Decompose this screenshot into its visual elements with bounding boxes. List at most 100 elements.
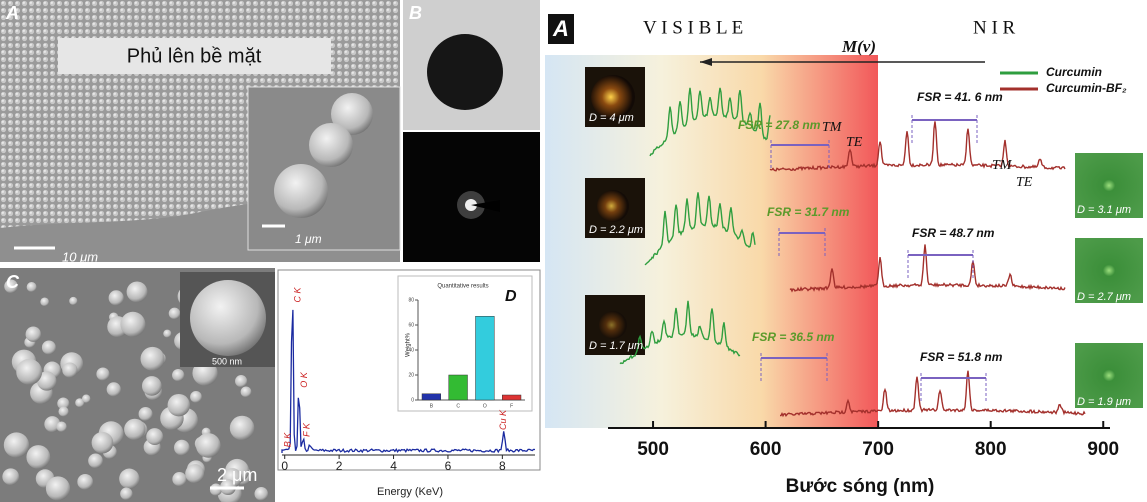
panel-label: D: [505, 288, 517, 305]
panel-label: B: [409, 3, 422, 23]
sphere: [56, 422, 66, 432]
diameter-label: D = 1.7 μm: [589, 340, 643, 352]
inset-title: Quantitative results: [437, 284, 488, 290]
mode-label: TE: [1016, 175, 1033, 190]
inset-y-tick-label: 80: [408, 297, 414, 303]
fsr-label: FSR = 51.8 nm: [920, 350, 1003, 364]
sphere: [146, 428, 163, 445]
x-axis-label: Bước sóng (nm): [786, 476, 935, 497]
sphere: [119, 469, 139, 489]
x-tick-label: 900: [1087, 439, 1119, 460]
panel-label: C: [6, 272, 20, 292]
sphere: [77, 474, 93, 490]
sphere: [124, 419, 145, 440]
sphere: [172, 369, 184, 381]
inset-category: F: [510, 403, 513, 409]
inset-y-tick-label: 60: [408, 322, 414, 328]
panel-label: A: [552, 16, 569, 41]
x-tick-label: 8: [499, 459, 506, 473]
inset-bar: [422, 394, 441, 400]
diameter-label: D = 1.9 μm: [1077, 396, 1131, 408]
sphere: [172, 472, 186, 486]
sphere: [82, 395, 90, 403]
panel-label: A: [5, 3, 19, 23]
x-tick-label: 4: [390, 459, 397, 473]
sphere: [141, 347, 165, 371]
mode-label: TE: [846, 135, 863, 150]
sphere: [120, 312, 145, 337]
sphere: [169, 308, 181, 320]
inset-bar: [502, 395, 521, 400]
inset-y-tick-label: 0: [411, 397, 414, 403]
sphere: [109, 290, 124, 305]
sphere: [2, 468, 19, 485]
sphere: [235, 375, 247, 387]
sphere: [168, 394, 190, 416]
legend-label: Curcumin-BF₂: [1046, 81, 1127, 95]
x-tick-label: 800: [975, 439, 1007, 460]
sphere: [69, 297, 77, 305]
sphere: [62, 362, 77, 377]
legend-label: Curcumin: [1046, 65, 1102, 79]
diameter-label: D = 2.2 μm: [589, 224, 643, 236]
peak-label: C K: [293, 287, 303, 303]
sphere: [139, 407, 153, 421]
peak-label: O K: [299, 371, 309, 388]
sphere: [196, 433, 221, 458]
figure: A B C Phủ lên bề mặt 1 μm 10 μm 500 nm 2…: [0, 0, 1147, 502]
sphere: [127, 281, 148, 302]
arrow-label: M(v): [841, 37, 876, 56]
images: [0, 0, 1143, 502]
fsr-label: FSR = 36.5 nm: [752, 330, 835, 344]
sphere: [230, 416, 254, 440]
sphere: [142, 376, 162, 396]
diameter-label: D = 3.1 μm: [1077, 204, 1131, 216]
sphere: [210, 484, 222, 496]
sphere: [46, 476, 70, 500]
sphere: [190, 391, 202, 403]
inset-y-tick-label: 20: [408, 372, 414, 378]
sphere: [88, 453, 103, 468]
x-tick-label: 600: [750, 439, 782, 460]
x-axis-label: Energy (KeV): [377, 486, 443, 498]
mode-label: TM: [822, 120, 843, 135]
region-label: N I R: [973, 17, 1016, 38]
x-tick-label: 6: [445, 459, 452, 473]
fsr-label: FSR = 48.7 nm: [912, 226, 995, 240]
peak-label: B K: [282, 432, 292, 448]
x-tick-label: 0: [281, 459, 288, 473]
sphere: [96, 367, 109, 380]
mode-label: TM: [992, 158, 1013, 173]
inset-category: O: [483, 403, 487, 409]
x-tick-label: 500: [637, 439, 669, 460]
sphere: [163, 330, 171, 338]
x-tick-label: 700: [862, 439, 894, 460]
inset-category: C: [456, 403, 460, 409]
sphere: [92, 432, 114, 454]
sphere: [26, 326, 41, 341]
scale-bar-label: 10 μm: [62, 249, 98, 264]
inset-bar: [449, 375, 468, 400]
sphere: [40, 298, 49, 307]
inset-bar: [476, 316, 495, 400]
diameter-label: D = 2.7 μm: [1077, 291, 1131, 303]
scale-bar-label: 500 nm: [212, 356, 242, 366]
fsr-label: FSR = 31.7 nm: [767, 205, 850, 219]
peak-label: F K: [302, 422, 312, 437]
caption: Phủ lên bề mặt: [127, 45, 262, 67]
sphere: [26, 445, 50, 469]
scale-bar-label: 1 μm: [295, 232, 322, 246]
diameter-label: D = 4 μm: [589, 112, 634, 124]
sphere: [174, 440, 190, 456]
sphere: [241, 386, 252, 397]
x-tick-label: 2: [336, 459, 343, 473]
region-label: V I S I B L E: [643, 17, 743, 38]
sphere: [107, 382, 121, 396]
inset-y-tick-label: 40: [408, 347, 414, 353]
sphere: [254, 487, 268, 501]
sphere: [4, 432, 29, 457]
sphere: [120, 488, 132, 500]
sphere: [42, 341, 56, 355]
peak-label: Cu K: [498, 409, 508, 430]
scale-bar-label: 2 μm: [217, 465, 257, 485]
